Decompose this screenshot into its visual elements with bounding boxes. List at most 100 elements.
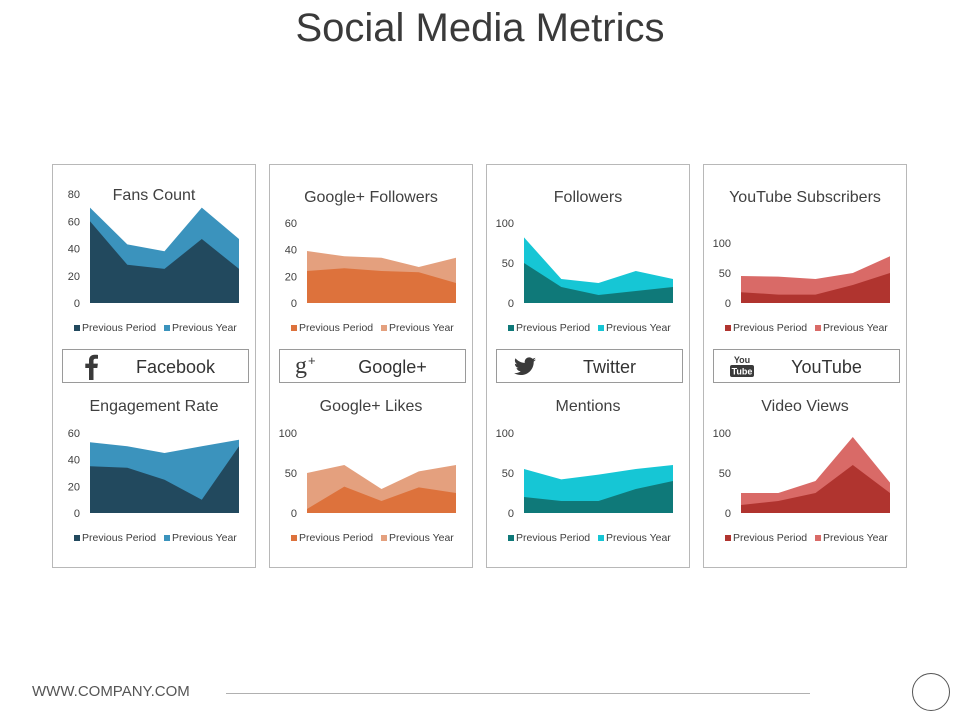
y-tick-label: 0: [74, 298, 80, 310]
y-tick-label: 80: [68, 189, 80, 201]
legend-swatch: [381, 325, 387, 331]
legend-label: Previous Period: [516, 322, 590, 334]
legend-label: Previous Period: [82, 532, 156, 544]
y-tick-label: 50: [719, 268, 731, 280]
y-tick-label: 0: [725, 298, 731, 310]
y-tick-label: 100: [496, 428, 514, 440]
chart-title-followers: Followers: [553, 189, 623, 206]
y-tick-label: 0: [291, 508, 297, 520]
chart-title-mentions: Mentions: [555, 398, 621, 415]
legend-label: Previous Period: [733, 322, 807, 334]
legend-swatch: [381, 535, 387, 541]
svg-text:You: You: [734, 355, 750, 365]
area-series-previous-period: [524, 263, 673, 303]
legend-label: Previous Year: [172, 322, 237, 334]
area-series-previous-period: [90, 221, 239, 303]
y-tick-label: 0: [291, 298, 297, 310]
network-name: Facebook: [135, 357, 216, 377]
network-label-youtube[interactable]: You Tube YouTube: [713, 349, 900, 383]
legend-label: Previous Year: [389, 322, 454, 334]
chart-title-engagement-rate: Engagement Rate: [89, 398, 219, 415]
chart-title-video-views: Video Views: [761, 398, 849, 415]
metrics-card-google-plus: Google+ Followers 0 20 40 60 Previous Period…: [269, 164, 473, 568]
legend-swatch: [164, 325, 170, 331]
facebook-icon: [85, 354, 98, 380]
legend-swatch: [725, 325, 731, 331]
y-tick-label: 60: [68, 216, 80, 228]
y-tick-label: 100: [496, 218, 514, 230]
legend-swatch: [598, 535, 604, 541]
network-label-google-plus[interactable]: g + Google+: [279, 349, 466, 383]
google-plus-icon: g +: [295, 353, 316, 379]
legend-label: Previous Period: [516, 532, 590, 544]
y-tick-label: 60: [68, 428, 80, 440]
y-tick-label: 50: [502, 258, 514, 270]
network-label-facebook[interactable]: Facebook: [62, 349, 249, 383]
svg-text:g: g: [295, 353, 307, 379]
footer-circle-decoration: [912, 673, 950, 711]
legend-label: Previous Year: [823, 322, 888, 334]
legend-swatch: [74, 535, 80, 541]
y-tick-label: 0: [508, 298, 514, 310]
chart-followers: 0 50 100 Previous Period Previous Year: [496, 218, 673, 334]
area-series-previous-period: [524, 481, 673, 513]
network-label-twitter[interactable]: Twitter: [496, 349, 683, 383]
y-tick-label: 100: [279, 428, 297, 440]
y-tick-label: 20: [285, 271, 297, 283]
chart-title-google-plus-followers: Google+ Followers: [304, 189, 438, 206]
legend-label: Previous Period: [299, 532, 373, 544]
metrics-card-twitter: Followers 0 50 100 Previous Period Previous …: [486, 164, 690, 568]
legend-label: Previous Year: [172, 532, 237, 544]
footer-divider: [226, 693, 810, 694]
legend-label: Previous Year: [606, 532, 671, 544]
chart-google-plus-likes: 0 50 100 Previous Period Previous Year: [279, 428, 456, 544]
y-tick-label: 0: [508, 508, 514, 520]
metrics-card-youtube: YouTube Subscribers 0 50 100 Previous Perio…: [703, 164, 907, 568]
area-series-previous-year: [524, 237, 673, 303]
legend-label: Previous Period: [733, 532, 807, 544]
y-tick-label: 20: [68, 481, 80, 493]
y-tick-label: 100: [713, 428, 731, 440]
y-tick-label: 40: [68, 455, 80, 467]
svg-text:Tube: Tube: [732, 367, 753, 377]
chart-video-views: 0 50 100 Previous Period Previous Year: [713, 428, 890, 544]
y-tick-label: 0: [74, 508, 80, 520]
y-tick-label: 40: [285, 245, 297, 257]
legend-label: Previous Year: [389, 532, 454, 544]
youtube-icon: You Tube: [730, 355, 754, 377]
legend-swatch: [74, 325, 80, 331]
y-tick-label: 50: [285, 468, 297, 480]
legend-swatch: [815, 535, 821, 541]
network-name: Google+: [358, 357, 427, 377]
twitter-icon: [514, 357, 536, 375]
legend-label: Previous Period: [82, 322, 156, 334]
area-series-previous-period: [307, 268, 456, 303]
legend-label: Previous Period: [299, 322, 373, 334]
area-series-previous-period: [741, 465, 890, 513]
legend-swatch: [291, 535, 297, 541]
y-tick-label: 50: [502, 468, 514, 480]
chart-title-google-plus-likes: Google+ Likes: [319, 398, 423, 415]
network-name: YouTube: [791, 357, 862, 377]
chart-engagement-rate: 0 20 40 60 Previous Period Previous Year: [68, 428, 239, 544]
chart-fans-count: 0 20 40 60 80 Previous Period Previous Year: [68, 189, 239, 334]
svg-text:+: +: [308, 353, 316, 368]
network-name: Twitter: [582, 357, 636, 377]
legend-swatch: [815, 325, 821, 331]
legend-swatch: [598, 325, 604, 331]
area-series-previous-period: [307, 486, 456, 513]
footer-url[interactable]: WWW.COMPANY.COM: [32, 683, 190, 700]
y-tick-label: 60: [285, 218, 297, 230]
legend-label: Previous Year: [606, 322, 671, 334]
chart-title-fans-count: Fans Count: [112, 187, 196, 204]
page-title: Social Media Metrics: [295, 6, 665, 50]
chart-youtube-subscribers: 0 50 100 Previous Period Previous Year: [713, 238, 890, 334]
legend-swatch: [508, 325, 514, 331]
legend-swatch: [725, 535, 731, 541]
area-series-previous-period: [90, 446, 239, 513]
legend-swatch: [291, 325, 297, 331]
area-series-previous-period: [741, 273, 890, 303]
chart-title-youtube-subscribers: YouTube Subscribers: [729, 189, 881, 206]
chart-google-plus-followers: 0 20 40 60 Previous Period Previous Year: [285, 218, 456, 334]
y-tick-label: 50: [719, 468, 731, 480]
